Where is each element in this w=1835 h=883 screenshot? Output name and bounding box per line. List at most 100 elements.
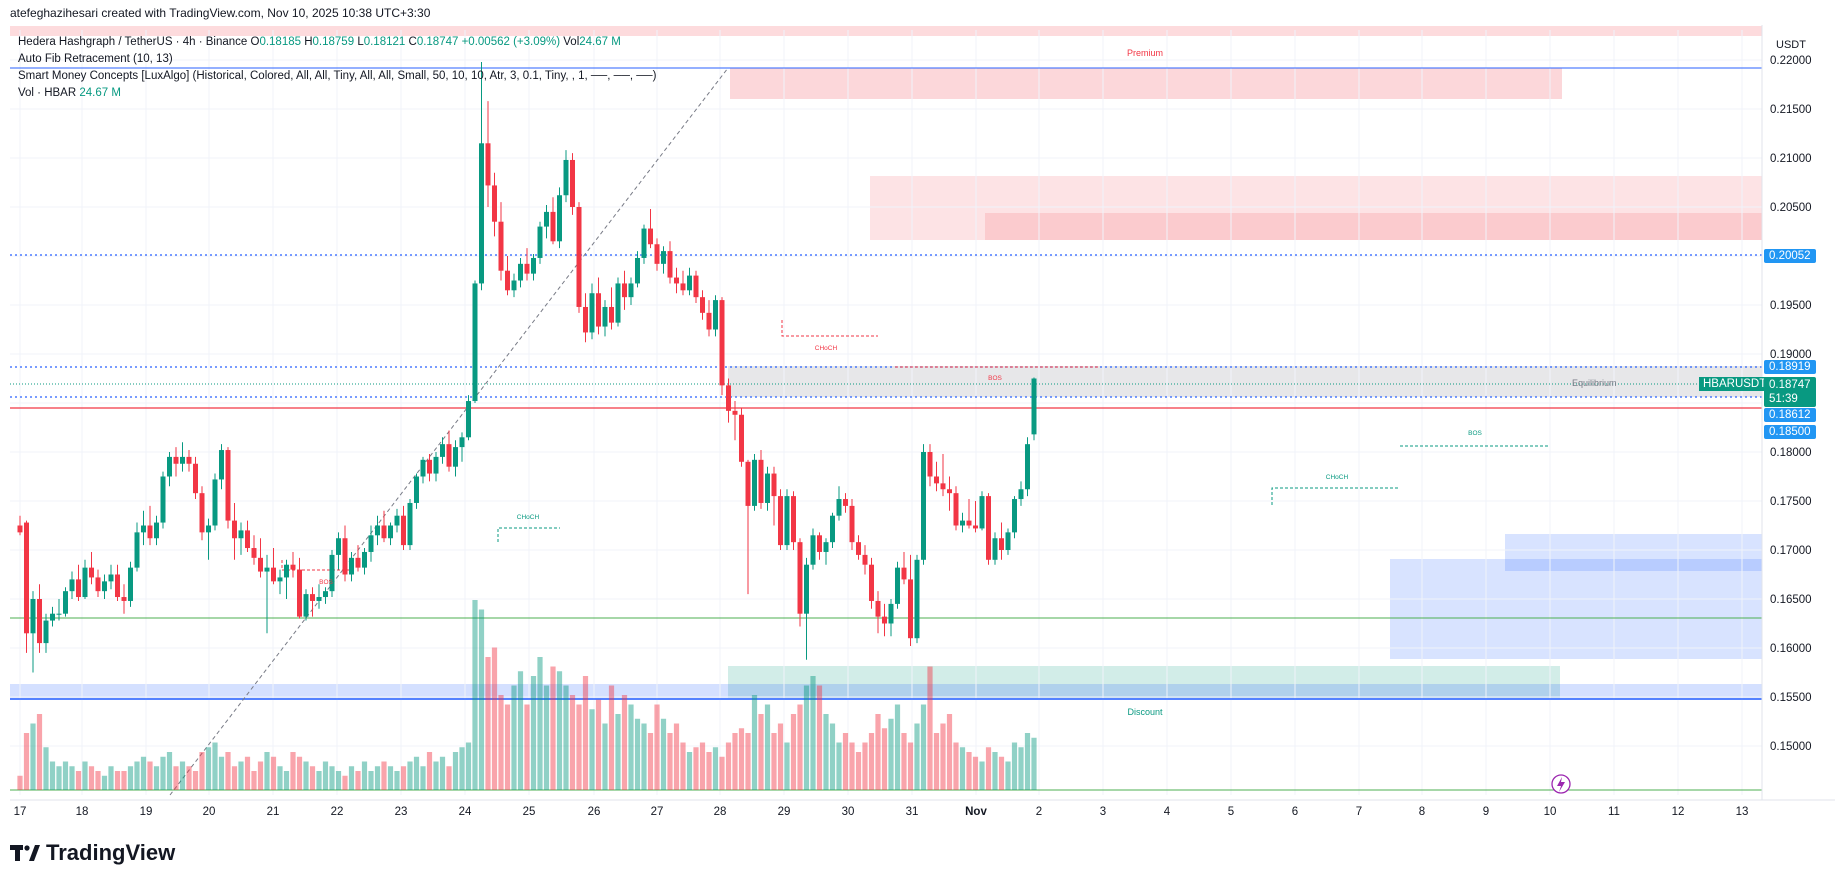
- volume-bar-59: [400, 766, 407, 790]
- volume-bar-23: [166, 752, 173, 790]
- volume-bar-44: [303, 761, 309, 790]
- volume-bar-3: [36, 714, 43, 790]
- candle-body-53: [362, 551, 367, 568]
- demand-zone-2: [1505, 534, 1762, 571]
- volume-bar-144: [953, 742, 959, 790]
- lightning-icon[interactable]: [1551, 774, 1571, 794]
- volume-bar-114: [758, 714, 764, 790]
- legend-l-label: L: [357, 36, 364, 48]
- candle-body-99: [661, 251, 666, 264]
- x-tick-8: 25: [523, 806, 536, 818]
- bos-label-1: BOS: [319, 579, 333, 586]
- candle-body-29: [206, 525, 211, 533]
- volume-bar-62: [420, 766, 426, 790]
- x-tick-5: 22: [331, 806, 344, 818]
- legend-c-label: C: [408, 36, 417, 48]
- volume-bar-9: [75, 771, 82, 790]
- candles: [17, 61, 1037, 673]
- volume-bar-24: [173, 766, 179, 790]
- volume-bar-35: [244, 756, 251, 790]
- volume-bar-151: [998, 756, 1005, 790]
- volume-bar-123: [816, 685, 823, 790]
- candle-body-1: [24, 522, 29, 634]
- y-tick-8: 0.19000: [1770, 349, 1812, 361]
- volume-bar-67: [452, 752, 459, 790]
- candle-body-69: [466, 401, 471, 438]
- volume-bar-107: [712, 747, 719, 790]
- candle-body-140: [927, 452, 933, 477]
- x-tick-10: 27: [651, 806, 664, 818]
- candle-body-121: [804, 564, 809, 614]
- volume-bar-126: [836, 742, 842, 790]
- volume-bar-80: [537, 657, 543, 790]
- volume-bar-47: [322, 761, 329, 790]
- choch-line-2: [781, 320, 878, 337]
- candle-body-137: [908, 579, 913, 639]
- legend-indicator-fib[interactable]: Auto Fib Retracement (10, 13): [18, 53, 173, 65]
- volume-bar-75: [504, 704, 511, 790]
- volume-bar-55: [374, 766, 381, 790]
- legend-volume-row[interactable]: Vol · HBAR 24.67 M: [18, 85, 656, 102]
- volume-bar-73: [491, 647, 498, 790]
- volume-bar-70: [472, 600, 478, 790]
- candle-body-102: [680, 283, 686, 291]
- candle-body-147: [973, 525, 978, 529]
- volume-bar-139: [920, 704, 927, 790]
- candle-body-70: [472, 283, 478, 402]
- candle-body-13: [102, 581, 107, 592]
- legend-vol-value: 24.67 M: [579, 36, 621, 48]
- volume-bar-14: [108, 766, 114, 790]
- x-tick-12: 29: [778, 806, 791, 818]
- x-tick-16: 2: [1036, 806, 1042, 818]
- candle-body-110: [732, 410, 738, 415]
- volume-bar-26: [186, 766, 192, 790]
- volume-bar-131: [868, 733, 875, 790]
- candle-body-67: [453, 447, 458, 467]
- price-tag-18500: 0.18500: [1764, 425, 1816, 439]
- volume-bar-29: [205, 747, 212, 790]
- supply-zone-top: [730, 68, 1562, 99]
- tradingview-brand[interactable]: TradingView: [10, 840, 175, 866]
- candle-body-115: [765, 473, 770, 503]
- volume-bar-130: [862, 742, 868, 790]
- x-tick-9: 26: [588, 806, 601, 818]
- legend-symbol[interactable]: Hedera Hashgraph / TetherUS · 4h · Binan…: [18, 36, 248, 48]
- candle-body-10: [82, 567, 88, 598]
- candle-body-61: [414, 476, 419, 503]
- volume-bar-16: [121, 771, 127, 790]
- volume-bar-74: [498, 695, 504, 790]
- candle-body-152: [1005, 532, 1011, 550]
- choch-line-1: [497, 527, 560, 542]
- candle-body-128: [849, 505, 855, 543]
- candle-body-59: [401, 515, 406, 546]
- x-tick-20: 6: [1292, 806, 1298, 818]
- volume-bars: [17, 600, 1037, 790]
- volume-bar-133: [881, 728, 888, 790]
- candle-body-138: [914, 559, 920, 639]
- candle-body-30: [212, 479, 218, 526]
- candle-body-98: [654, 244, 660, 264]
- candle-body-113: [752, 459, 757, 506]
- tradingview-logo-icon: [10, 843, 40, 863]
- candle-body-63: [427, 459, 432, 474]
- candle-body-24: [173, 456, 179, 464]
- candle-body-4: [43, 620, 49, 644]
- candle-body-109: [726, 385, 731, 411]
- volume-bar-72: [485, 657, 491, 790]
- candle-body-15: [115, 574, 120, 598]
- choch-label-1: CHoCH: [517, 514, 540, 521]
- volume-bar-68: [459, 747, 465, 790]
- candle-body-32: [225, 450, 231, 521]
- candle-body-129: [856, 542, 861, 555]
- legend-indicator-smc[interactable]: Smart Money Concepts [LuxAlgo] (Historic…: [18, 70, 657, 82]
- candle-body-71: [479, 143, 484, 284]
- x-tick-26: 12: [1672, 806, 1685, 818]
- volume-bar-69: [465, 742, 472, 790]
- candle-body-50: [342, 538, 348, 575]
- candle-body-2: [30, 599, 36, 634]
- candle-body-132: [875, 600, 881, 617]
- volume-bar-149: [985, 747, 992, 790]
- candle-body-11: [89, 567, 94, 578]
- candle-body-91: [609, 306, 614, 323]
